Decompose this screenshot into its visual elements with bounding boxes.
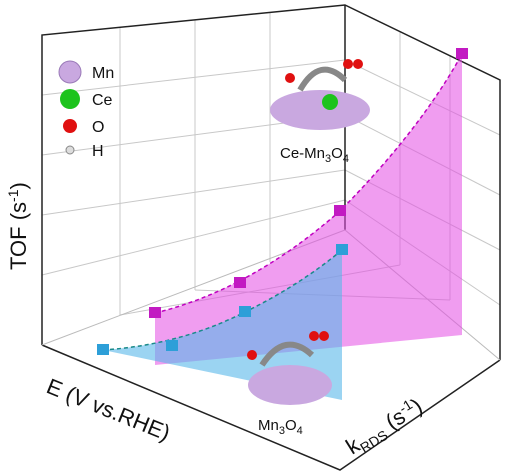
legend-label: O bbox=[92, 119, 104, 136]
legend-label: Ce bbox=[92, 92, 113, 109]
legend-label: H bbox=[92, 143, 104, 160]
legend-label: Mn bbox=[92, 65, 114, 82]
z-axis-label: kRDS (s-1) bbox=[341, 392, 428, 462]
y-axis-label: TOF (s-1) bbox=[5, 182, 31, 270]
structure-label: Ce-Mn3O4 bbox=[280, 145, 349, 165]
x-axis-label: E (V vs.RHE) bbox=[43, 373, 174, 445]
surface-doped bbox=[155, 54, 462, 365]
structure-icon: Mn3O4 bbox=[247, 331, 332, 437]
points bbox=[97, 244, 348, 355]
structure-icon: Ce-Mn3O4 bbox=[270, 59, 370, 165]
surface-pristine bbox=[103, 250, 342, 400]
legend: Mn Ce O H bbox=[58, 60, 114, 160]
structure-label: Mn3O4 bbox=[258, 417, 303, 437]
surfaces bbox=[97, 48, 468, 400]
points bbox=[149, 48, 468, 318]
